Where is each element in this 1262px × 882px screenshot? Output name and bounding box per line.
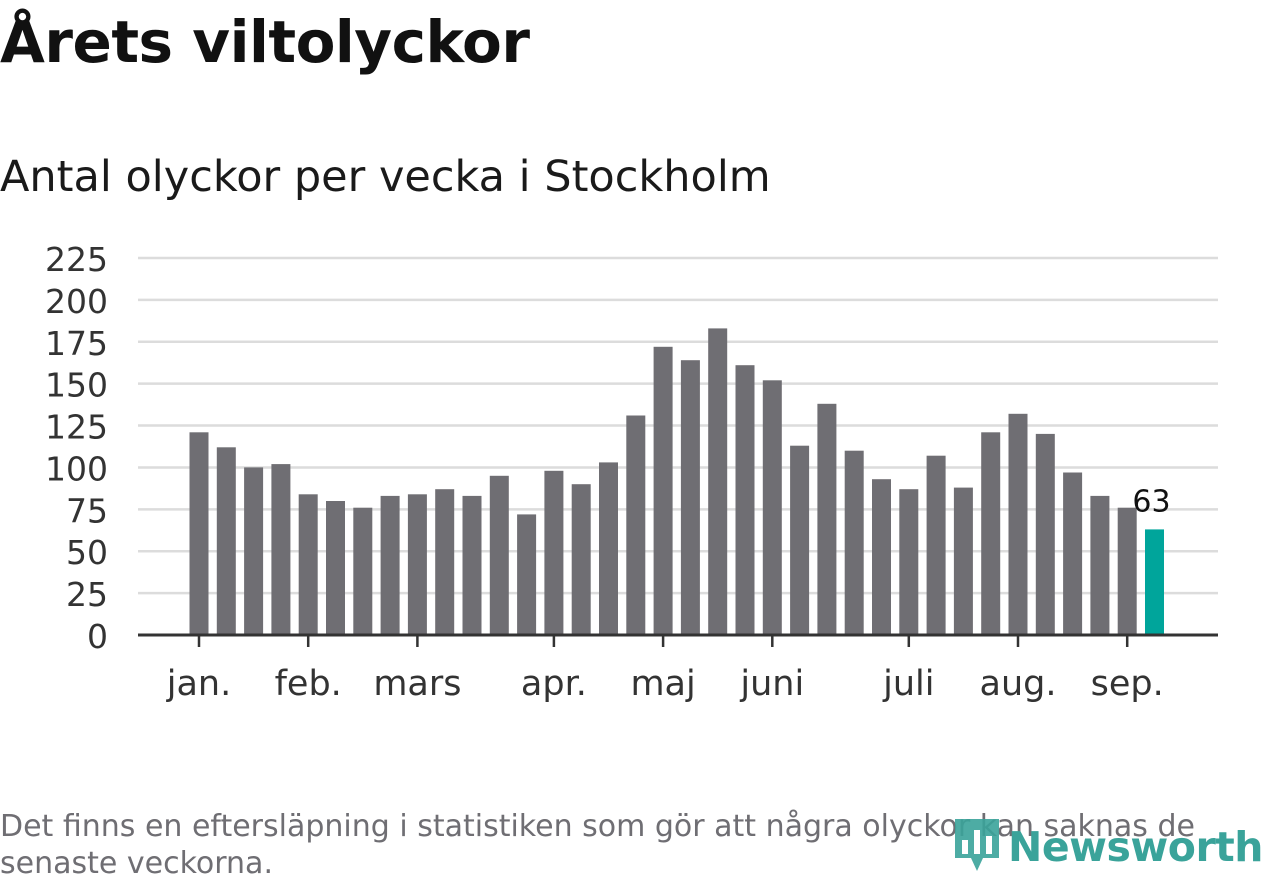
y-tick-label: 125 bbox=[45, 408, 108, 447]
chart-title: Årets viltolyckor bbox=[0, 8, 530, 76]
bar bbox=[844, 450, 864, 635]
bar bbox=[407, 494, 427, 635]
bar bbox=[544, 470, 564, 635]
bar bbox=[626, 415, 646, 635]
x-axis-labels: jan. feb. mars apr. maj juni juli aug. sep. bbox=[166, 635, 1164, 704]
y-tick-label: 175 bbox=[45, 324, 108, 363]
bar bbox=[326, 501, 345, 635]
logo-text: Newsworthy bbox=[1008, 823, 1262, 871]
newsworthy-logo: Newsworthy bbox=[952, 818, 1262, 876]
bar bbox=[571, 484, 591, 635]
y-tick-label: 25 bbox=[66, 575, 108, 614]
bar-highlight bbox=[1145, 529, 1164, 635]
bar bbox=[762, 380, 782, 635]
month-label: jan. bbox=[166, 664, 231, 704]
bar bbox=[435, 489, 455, 635]
bar bbox=[216, 447, 236, 635]
bar bbox=[517, 514, 537, 635]
bar bbox=[926, 455, 946, 635]
bar bbox=[189, 432, 209, 635]
bar bbox=[353, 507, 373, 635]
bar bbox=[899, 489, 919, 635]
bar bbox=[817, 403, 837, 635]
bar bbox=[1117, 507, 1137, 635]
month-label: apr. bbox=[521, 664, 587, 704]
bar bbox=[489, 475, 509, 635]
y-tick-label: 225 bbox=[45, 240, 108, 279]
y-tick-label: 50 bbox=[66, 533, 108, 572]
bar bbox=[298, 494, 318, 635]
bar bbox=[1063, 472, 1083, 635]
month-label: juli bbox=[882, 664, 934, 704]
bar bbox=[599, 462, 618, 635]
month-label: mars bbox=[373, 664, 461, 704]
chart-subtitle: Antal olyckor per vecka i Stockholm bbox=[0, 152, 771, 202]
bar bbox=[244, 467, 264, 635]
bar bbox=[271, 464, 291, 635]
y-tick-label: 150 bbox=[45, 366, 108, 405]
month-label: feb. bbox=[275, 664, 342, 704]
y-tick-label: 100 bbox=[45, 449, 108, 488]
month-label: sep. bbox=[1091, 664, 1164, 704]
bar bbox=[1008, 413, 1028, 635]
bars bbox=[189, 328, 1164, 635]
y-tick-label: 75 bbox=[66, 491, 108, 530]
bar bbox=[380, 495, 400, 635]
bar bbox=[872, 479, 891, 635]
bar bbox=[790, 445, 810, 635]
bar bbox=[1090, 495, 1110, 635]
bar bbox=[680, 360, 700, 635]
y-tick-label: 0 bbox=[87, 617, 108, 656]
bar bbox=[981, 432, 1001, 635]
annotations: 63 bbox=[1132, 484, 1170, 519]
bar bbox=[462, 495, 482, 635]
bar bbox=[708, 328, 728, 635]
bar-chart-pin-icon bbox=[952, 816, 1002, 878]
month-label: maj bbox=[630, 664, 695, 704]
bar bbox=[735, 365, 755, 635]
bar bbox=[1035, 433, 1055, 635]
y-tick-label: 200 bbox=[45, 282, 108, 321]
month-label: aug. bbox=[980, 664, 1057, 704]
month-label: juni bbox=[739, 664, 804, 704]
bar bbox=[953, 487, 973, 635]
highlight-value-label: 63 bbox=[1132, 484, 1170, 519]
bar bbox=[653, 346, 673, 635]
